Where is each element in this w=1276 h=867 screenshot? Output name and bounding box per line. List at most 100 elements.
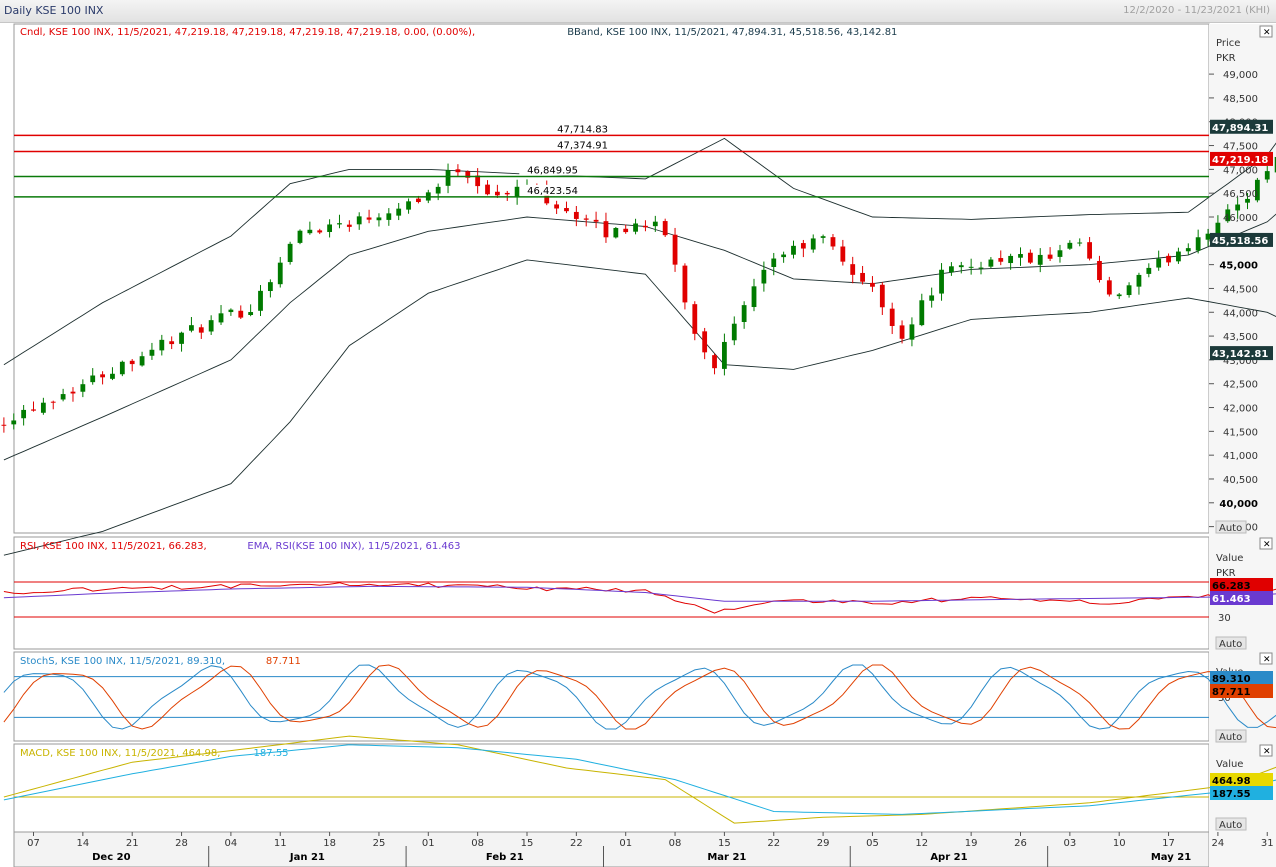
macd-lines — [3, 735, 1276, 824]
candle — [60, 388, 66, 402]
candle — [139, 351, 145, 367]
x-day-label: 24 — [1212, 838, 1225, 849]
macd-pane-close-button[interactable]: ✕ — [1259, 744, 1273, 757]
candle — [643, 220, 648, 232]
price-auto-button[interactable]: Auto — [1215, 520, 1247, 534]
stoch-legend: StochS, KSE 100 INX, 11/5/2021, 89.310, — [20, 656, 225, 667]
stoch-d-value-text: 87.711 — [1212, 687, 1251, 698]
candle — [1274, 156, 1276, 173]
candle — [208, 315, 214, 335]
candle — [514, 179, 520, 205]
price-legend: Cndl, KSE 100 INX, 11/5/2021, 47,219.18,… — [20, 27, 475, 38]
x-day-label: 01 — [619, 838, 632, 849]
price-tick-label: 42,000 — [1223, 404, 1258, 415]
candle — [297, 229, 303, 245]
stoch-k-value-text: 89.310 — [1212, 674, 1251, 685]
candle — [919, 293, 925, 327]
price-tick-label: 46,500 — [1223, 189, 1258, 200]
candle — [929, 287, 935, 308]
candle — [672, 227, 678, 272]
candle — [593, 211, 599, 229]
x-day-label: 05 — [866, 838, 879, 849]
candle — [771, 252, 777, 276]
x-month-label: Apr 21 — [930, 852, 967, 863]
candle — [317, 228, 323, 235]
price-tick-label: 43,000 — [1223, 356, 1258, 367]
y-axes: PricePKR49,00048,50048,00047,50047,00046… — [1209, 38, 1273, 833]
rsi-pane[interactable] — [13, 536, 1210, 650]
candle — [1254, 177, 1260, 203]
stoch-pane[interactable] — [13, 651, 1210, 742]
candle — [879, 282, 885, 315]
x-month-label: Feb 21 — [486, 852, 524, 863]
x-day-label: 28 — [175, 838, 188, 849]
x-day-label: 18 — [323, 838, 336, 849]
candle — [909, 317, 915, 347]
bband-middle-value-text: 45,518.56 — [1212, 236, 1268, 247]
stoch-auto-button[interactable]: Auto — [1215, 729, 1247, 743]
macd-auto-button[interactable]: Auto — [1215, 817, 1247, 831]
candle — [573, 205, 579, 227]
candle — [751, 278, 757, 312]
candle — [1245, 193, 1250, 210]
chart-window-title: Daily KSE 100 INX — [4, 4, 104, 17]
price-pane[interactable] — [13, 23, 1210, 534]
price-tick-label: 44,000 — [1223, 308, 1258, 319]
candle — [1106, 276, 1112, 297]
level-label: 46,423.54 — [527, 186, 578, 197]
x-day-label: 10 — [1113, 838, 1126, 849]
rsi-pane-close-button[interactable]: ✕ — [1259, 537, 1273, 550]
candlestick-series — [1, 156, 1276, 433]
rsi-legend: EMA, RSI(KSE 100 INX), 11/5/2021, 61.463 — [247, 541, 460, 552]
candle — [1235, 197, 1241, 219]
price-pane-close-button[interactable]: ✕ — [1259, 25, 1273, 38]
x-day-label: 21 — [126, 838, 139, 849]
horizontal-levels: 47,714.83 47,374.91 46,849.95 46,423.54 — [14, 123, 1209, 198]
candle — [198, 324, 204, 339]
price-tick-label: 46,000 — [1223, 213, 1258, 224]
candle — [50, 400, 56, 410]
stoch-pane-close-button[interactable]: ✕ — [1259, 652, 1273, 665]
candle — [21, 405, 27, 426]
candle — [159, 334, 165, 356]
price-tick-label: 44,500 — [1223, 284, 1258, 295]
candle — [149, 342, 155, 360]
rsi-auto-button[interactable]: Auto — [1215, 636, 1247, 650]
chart-window-titlebar: Daily KSE 100 INX 12/2/2020 - 11/23/2021… — [0, 0, 1276, 23]
rsi-value: 66.283 — [1210, 578, 1273, 592]
candle — [1166, 253, 1171, 266]
x-day-label: 11 — [274, 838, 287, 849]
x-month-label: Mar 21 — [707, 852, 746, 863]
price-tick-label: 42,500 — [1223, 380, 1258, 391]
candle — [791, 240, 796, 259]
candle — [712, 353, 717, 375]
candle — [978, 261, 984, 275]
candle — [1126, 282, 1132, 298]
candle — [840, 239, 846, 266]
price-axis-unit: PKR — [1216, 53, 1236, 64]
x-month-label: May 21 — [1151, 852, 1191, 863]
candle — [11, 413, 17, 430]
price-tick-label: 40,000 — [1219, 499, 1258, 510]
stoch-d-value: 87.711 — [1210, 684, 1273, 698]
legends: Cndl, KSE 100 INX, 11/5/2021, 47,219.18,… — [20, 27, 897, 759]
candle — [475, 168, 481, 194]
candle — [228, 308, 234, 316]
macd-value: 464.98 — [1210, 773, 1273, 787]
x-axis: 07 14 21 28 04 11 18 25 01 08 15 22 01 08 15 22 29 05 12 19… — [27, 832, 1274, 867]
candle — [820, 234, 826, 244]
candle — [376, 213, 382, 227]
bband-middle-value: 45,518.56 — [1210, 232, 1273, 247]
candle — [287, 241, 293, 265]
x-day-label: 26 — [1014, 838, 1027, 849]
candle — [949, 262, 954, 276]
candle — [494, 184, 500, 198]
candle — [70, 387, 76, 402]
candle — [958, 261, 964, 274]
candle — [1264, 166, 1270, 183]
price-tick-label: 40,500 — [1223, 475, 1258, 486]
candle — [860, 265, 865, 285]
price-auto-button-label: Auto — [1219, 523, 1242, 534]
level-label: 47,374.91 — [557, 141, 608, 152]
